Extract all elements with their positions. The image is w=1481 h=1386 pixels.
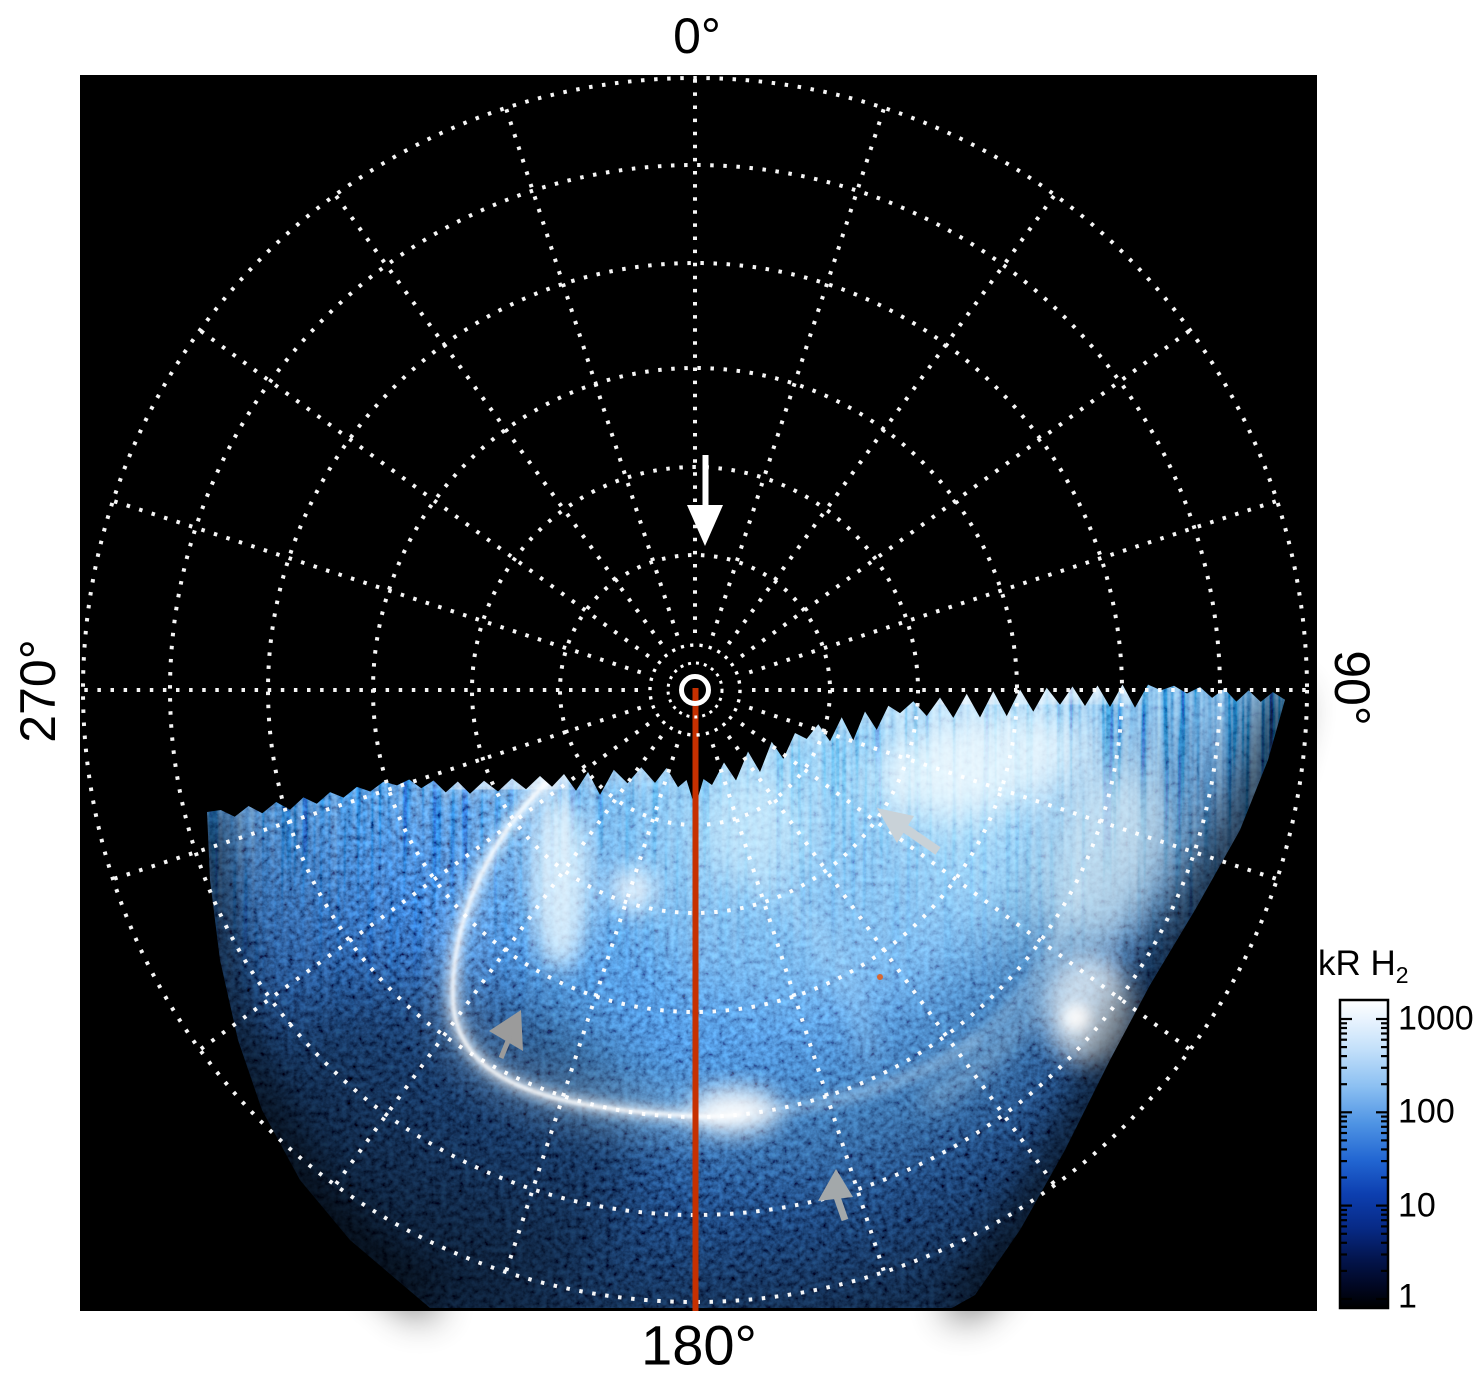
colorbar-title-text: kR H xyxy=(1318,944,1396,983)
grid-circle xyxy=(168,163,1222,1217)
hot-pixel xyxy=(877,974,883,980)
grid-radial-line xyxy=(726,193,1057,646)
up-arrow-icon xyxy=(818,1169,853,1222)
polar-grid xyxy=(81,76,1309,1304)
angle-label-bottom: 180° xyxy=(641,1313,757,1377)
grid-radial-line xyxy=(503,743,680,1273)
colorbar xyxy=(1338,998,1390,1310)
grid-radial-line xyxy=(739,328,1192,659)
upleft-arrow-icon xyxy=(877,808,941,855)
grid-radial-line xyxy=(710,743,887,1273)
colorbar-ticks xyxy=(1340,1017,1388,1301)
grid-radial-line xyxy=(333,734,664,1187)
angle-label-left: 270° xyxy=(10,639,66,743)
grid-radial-line xyxy=(112,705,642,882)
grid-radial-line xyxy=(710,107,887,637)
angle-label-top: 0° xyxy=(673,8,721,64)
colorbar-title: kR H2 xyxy=(1318,944,1409,989)
grid-radial-line xyxy=(198,328,651,659)
grid-radial-line xyxy=(726,734,1057,1187)
grid-circle xyxy=(81,76,1309,1304)
left-arrowhead-icon xyxy=(489,1010,523,1059)
colorbar-tick-label-10: 10 xyxy=(1398,1186,1436,1225)
colorbar-tick-label-1000: 1000 xyxy=(1398,999,1474,1038)
colorbar-tick-label-100: 100 xyxy=(1398,1092,1455,1131)
grid-circle xyxy=(470,465,920,915)
pole-marker xyxy=(648,643,742,737)
down-arrow-icon xyxy=(687,455,723,546)
colorbar-tick-label-1: 1 xyxy=(1398,1277,1417,1316)
grid-radial-line xyxy=(503,107,680,637)
grid-radial-line xyxy=(748,705,1278,882)
colorbar-title-subscript: 2 xyxy=(1395,962,1409,988)
colorbar-gradient xyxy=(1338,998,1390,1310)
grid-radial-line xyxy=(333,193,664,646)
angle-label-right: 90° xyxy=(1324,650,1380,726)
grid-radial-line xyxy=(748,498,1278,675)
grid-radial-line xyxy=(739,721,1192,1052)
grid-radial-line xyxy=(112,498,642,675)
grid-radial-line xyxy=(198,721,651,1052)
limb-edge-feather xyxy=(194,689,1298,1320)
